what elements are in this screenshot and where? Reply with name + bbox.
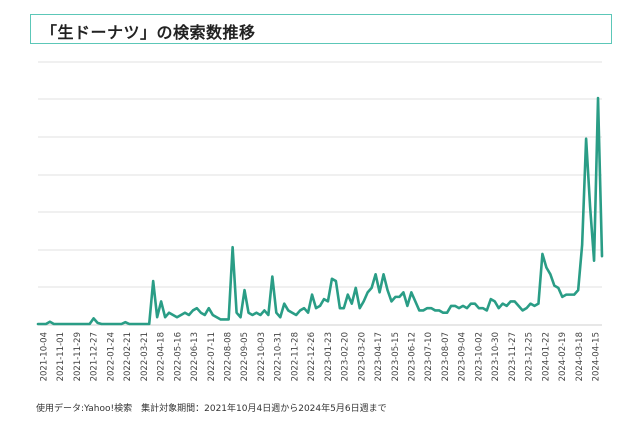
x-tick-label-8: 2022-05-16 <box>173 332 183 381</box>
x-tick-label-21: 2023-05-15 <box>391 332 401 381</box>
chart-title: 「生ドーナツ」の検索数推移 <box>41 23 256 42</box>
x-tick-label-10: 2022-07-11 <box>207 332 217 381</box>
title-box: 「生ドーナツ」の検索数推移 <box>30 14 612 44</box>
x-tick-label-14: 2022-10-31 <box>274 332 284 381</box>
x-tick-label-1: 2021-11-01 <box>56 332 66 381</box>
x-tick-label-2: 2021-11-29 <box>73 332 83 381</box>
x-tick-label-20: 2023-04-17 <box>374 332 384 381</box>
x-tick-label-7: 2022-04-18 <box>157 332 167 381</box>
x-tick-label-19: 2023-03-20 <box>357 332 367 381</box>
x-tick-label-33: 2024-04-15 <box>592 332 602 381</box>
x-tick-label-0: 2021-10-04 <box>40 332 50 381</box>
x-tick-label-9: 2022-06-13 <box>190 332 200 381</box>
x-tick-label-18: 2023-02-20 <box>341 332 351 381</box>
x-tick-label-15: 2022-11-28 <box>290 332 300 381</box>
x-tick-label-11: 2022-08-08 <box>224 332 234 381</box>
gridlines <box>38 61 602 288</box>
x-tick-label-5: 2022-02-21 <box>123 332 133 381</box>
x-tick-label-24: 2023-08-07 <box>441 332 451 381</box>
x-tick-label-16: 2022-12-26 <box>307 332 317 381</box>
x-tick-label-26: 2023-10-02 <box>474 332 484 381</box>
x-tick-label-12: 2022-09-05 <box>240 332 250 381</box>
x-tick-labels: 2021-10-04 2021-11-01 2021-11-29 2021-12-27… <box>40 332 602 381</box>
x-tick-label-17: 2023-01-23 <box>324 332 334 381</box>
series-line <box>36 96 604 326</box>
x-tick-label-28: 2023-11-27 <box>508 332 518 381</box>
x-tick-label-22: 2023-06-12 <box>408 332 418 381</box>
x-tick-label-29: 2023-12-25 <box>525 332 535 381</box>
line-chart: 2021-10-04 2021-11-01 2021-11-29 2021-12-27… <box>36 61 604 381</box>
x-tick-label-32: 2024-03-18 <box>575 332 585 381</box>
x-tick-label-27: 2023-10-30 <box>491 332 501 381</box>
x-tick-label-3: 2021-12-27 <box>90 332 100 381</box>
source-note: 使用データ:Yahoo!検索 集計対象期間：2021年10月4日週から2024年… <box>36 404 387 414</box>
x-tick-label-6: 2022-03-21 <box>140 332 150 381</box>
x-tick-label-13: 2022-10-03 <box>257 332 267 381</box>
x-tick-label-31: 2024-02-19 <box>558 332 568 381</box>
x-tick-label-25: 2023-09-04 <box>458 332 468 381</box>
x-tick-label-30: 2024-01-22 <box>541 332 551 381</box>
x-tick-label-23: 2023-07-10 <box>424 332 434 381</box>
x-tick-label-4: 2022-01-24 <box>106 332 116 381</box>
